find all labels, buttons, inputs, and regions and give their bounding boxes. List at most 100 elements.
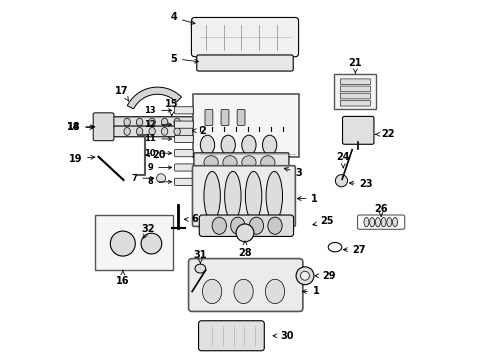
Ellipse shape xyxy=(369,217,375,227)
Text: 5: 5 xyxy=(170,54,198,64)
Text: 10: 10 xyxy=(145,149,171,158)
Text: 18: 18 xyxy=(67,122,95,132)
Ellipse shape xyxy=(296,267,314,285)
FancyBboxPatch shape xyxy=(174,135,193,143)
Text: 2: 2 xyxy=(193,126,205,136)
Text: 31: 31 xyxy=(194,250,207,263)
FancyBboxPatch shape xyxy=(198,321,264,351)
Text: 19: 19 xyxy=(69,154,95,163)
Ellipse shape xyxy=(375,217,380,227)
Text: 24: 24 xyxy=(337,152,350,168)
FancyBboxPatch shape xyxy=(174,164,193,171)
Ellipse shape xyxy=(212,217,226,234)
Ellipse shape xyxy=(161,118,168,126)
Ellipse shape xyxy=(223,156,237,169)
Text: 1: 1 xyxy=(297,194,318,203)
Ellipse shape xyxy=(242,135,256,155)
Ellipse shape xyxy=(266,171,283,221)
Ellipse shape xyxy=(200,135,215,155)
Ellipse shape xyxy=(249,217,264,234)
Text: 6: 6 xyxy=(184,214,198,224)
Text: 25: 25 xyxy=(313,216,334,226)
Ellipse shape xyxy=(236,224,254,242)
Text: 7: 7 xyxy=(131,174,154,183)
Ellipse shape xyxy=(202,279,222,303)
Polygon shape xyxy=(127,87,181,109)
FancyBboxPatch shape xyxy=(174,178,193,185)
FancyBboxPatch shape xyxy=(341,100,370,106)
FancyBboxPatch shape xyxy=(193,166,295,226)
Ellipse shape xyxy=(261,156,275,169)
Text: 8: 8 xyxy=(147,177,172,186)
Ellipse shape xyxy=(266,279,285,303)
Ellipse shape xyxy=(195,264,206,273)
Text: 13: 13 xyxy=(145,106,171,115)
Text: 9: 9 xyxy=(147,163,172,172)
Ellipse shape xyxy=(124,127,130,135)
Ellipse shape xyxy=(161,127,168,135)
Ellipse shape xyxy=(204,171,221,221)
Ellipse shape xyxy=(110,231,135,256)
FancyBboxPatch shape xyxy=(174,150,193,157)
Ellipse shape xyxy=(381,217,386,227)
Ellipse shape xyxy=(300,271,310,280)
FancyBboxPatch shape xyxy=(111,126,193,137)
FancyBboxPatch shape xyxy=(221,110,229,125)
Ellipse shape xyxy=(245,171,262,221)
Text: 4: 4 xyxy=(170,13,195,24)
FancyBboxPatch shape xyxy=(192,18,298,57)
Ellipse shape xyxy=(224,171,241,221)
Ellipse shape xyxy=(204,156,218,169)
Text: 3: 3 xyxy=(284,168,302,178)
Text: 17: 17 xyxy=(115,86,128,101)
FancyBboxPatch shape xyxy=(111,117,193,127)
FancyBboxPatch shape xyxy=(343,116,374,144)
Text: 12: 12 xyxy=(145,120,171,129)
Ellipse shape xyxy=(263,135,277,155)
Ellipse shape xyxy=(174,127,180,135)
Text: 23: 23 xyxy=(349,179,373,189)
Ellipse shape xyxy=(234,279,253,303)
FancyBboxPatch shape xyxy=(341,79,370,85)
FancyBboxPatch shape xyxy=(194,153,289,172)
FancyBboxPatch shape xyxy=(197,55,293,71)
Text: 21: 21 xyxy=(348,58,362,73)
FancyBboxPatch shape xyxy=(237,110,245,125)
Ellipse shape xyxy=(98,120,112,135)
Ellipse shape xyxy=(364,217,369,227)
Ellipse shape xyxy=(221,135,235,155)
Ellipse shape xyxy=(392,217,397,227)
Ellipse shape xyxy=(136,127,143,135)
Text: 16: 16 xyxy=(116,270,129,286)
Text: 1: 1 xyxy=(302,287,320,296)
FancyBboxPatch shape xyxy=(95,215,173,270)
Ellipse shape xyxy=(387,217,392,227)
FancyBboxPatch shape xyxy=(174,107,193,114)
FancyBboxPatch shape xyxy=(193,94,298,157)
Text: 27: 27 xyxy=(343,245,366,255)
Ellipse shape xyxy=(149,118,155,126)
Text: 14: 14 xyxy=(67,122,94,132)
Ellipse shape xyxy=(157,174,166,183)
Ellipse shape xyxy=(141,233,162,254)
Ellipse shape xyxy=(268,217,282,234)
FancyBboxPatch shape xyxy=(341,93,370,99)
Text: 30: 30 xyxy=(273,331,294,341)
Ellipse shape xyxy=(124,118,130,126)
Text: 32: 32 xyxy=(142,224,155,238)
FancyBboxPatch shape xyxy=(174,121,193,128)
Ellipse shape xyxy=(231,217,245,234)
FancyBboxPatch shape xyxy=(189,258,303,311)
FancyBboxPatch shape xyxy=(341,86,370,92)
FancyBboxPatch shape xyxy=(199,215,294,237)
Ellipse shape xyxy=(149,127,155,135)
Text: 28: 28 xyxy=(238,241,252,258)
Ellipse shape xyxy=(136,118,143,126)
Text: 15: 15 xyxy=(165,99,178,116)
FancyBboxPatch shape xyxy=(93,113,114,141)
Ellipse shape xyxy=(242,156,256,169)
Text: 11: 11 xyxy=(145,134,171,143)
Ellipse shape xyxy=(174,118,180,126)
Text: 20: 20 xyxy=(146,150,166,160)
Text: 22: 22 xyxy=(375,129,394,139)
